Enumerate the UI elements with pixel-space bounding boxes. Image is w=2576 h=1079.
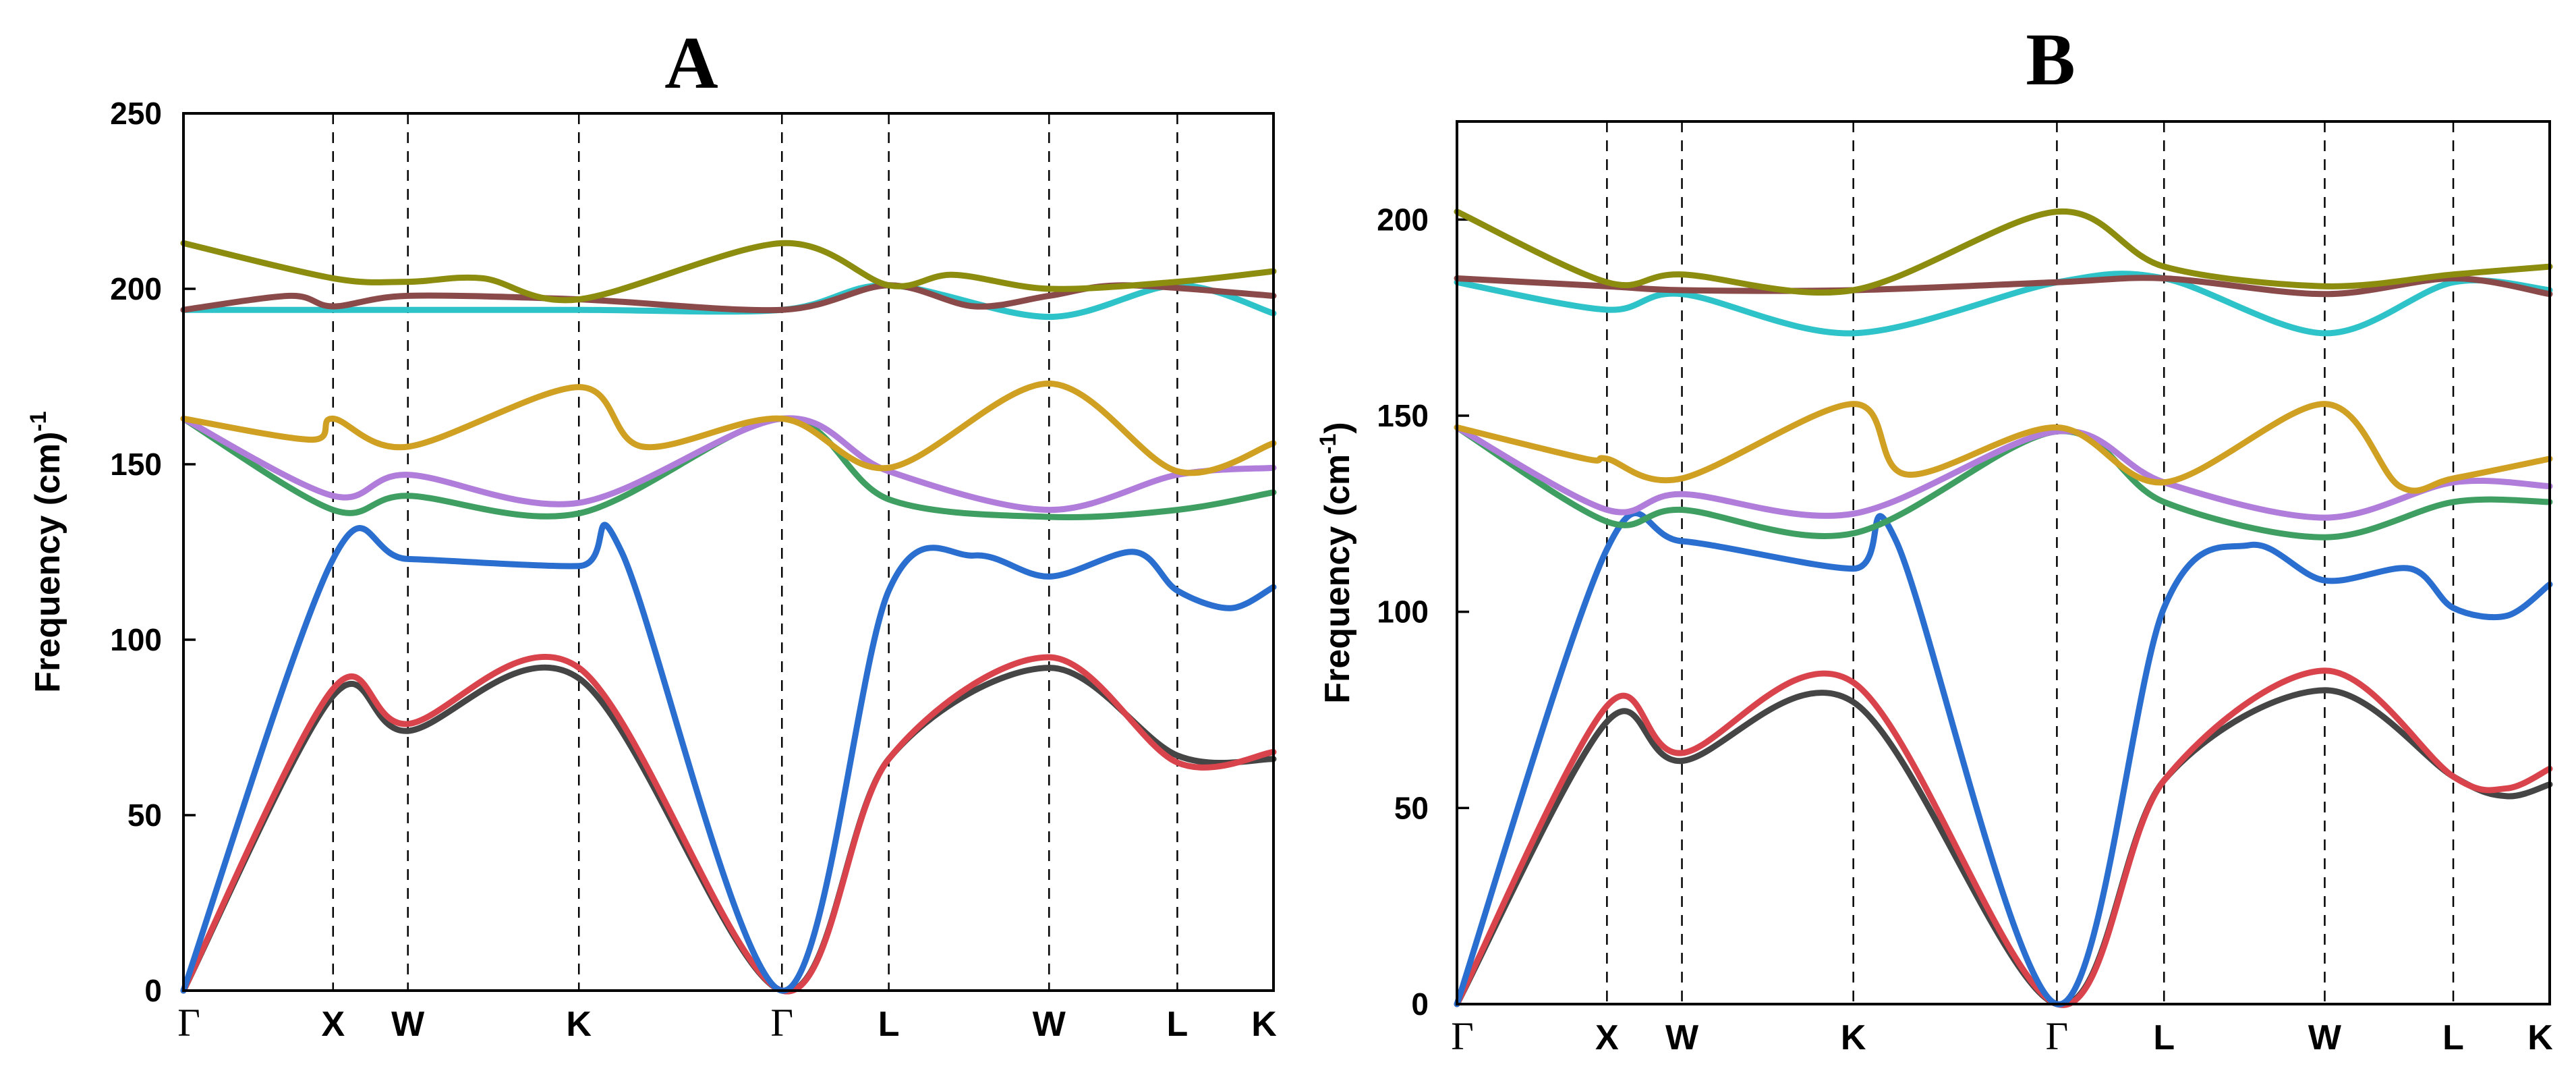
y-tick-label: 150 [110,447,162,482]
x-tick-label: X [321,1005,345,1044]
series-line-o2-purple [1454,424,2553,521]
x-tick-label: L [1167,1005,1189,1044]
y-tick-label: 100 [1377,594,1429,630]
x-tick-label: W [2308,1018,2342,1057]
panel-b: B Frequency (cm-1) Γ X W K Γ L W L K 0 50 100 150 200 [1315,18,2553,1058]
series-line-o3-gold [180,380,1277,476]
series-line-o2-purple [180,415,1277,514]
y-tick-label: 200 [1377,202,1429,237]
x-tick-label: Γ [177,1001,200,1045]
y-axis-label: Frequency (cm)-1 [26,411,67,692]
x-tick-label: Γ [1451,1014,1474,1058]
y-tick-label: 150 [1377,398,1429,433]
y-tick-label: 250 [110,96,162,131]
x-tick-label: L [2442,1018,2464,1057]
x-tick-label: W [1033,1005,1066,1044]
plot-frame [1456,120,2551,1005]
x-tick-label: L [878,1005,900,1044]
series-line-o5-maroon [1454,275,2553,298]
panel-a: A Frequency (cm)-1 Γ X W K Γ L W L K 0 50 100 150 200 25… [26,22,1277,1045]
series-line-o6-olive [1454,209,2553,296]
series-line-la-blue [180,522,1277,994]
x-tick-label: K [2527,1018,2553,1057]
series-line-ta2-red [180,654,1277,995]
y-tick-label: 0 [144,973,162,1008]
y-axis-label: Frequency (cm-1) [1315,422,1357,703]
series-line-o1-green [180,415,1277,521]
x-tick-label: Γ [2046,1014,2069,1058]
chart-title: B [2026,18,2075,101]
x-tick-label: W [391,1005,425,1044]
y-tick-label: 200 [110,271,162,306]
x-tick-label: K [566,1005,592,1044]
x-tick-label: L [2153,1018,2175,1057]
x-tick-label: K [1251,1005,1277,1044]
series-line-o3-gold [1454,401,2553,494]
y-tick-label: 50 [1394,790,1429,825]
x-tick-label: K [1841,1018,1866,1057]
series-line-ta1-black [1454,687,2553,1008]
y-tick-label: 50 [127,798,162,833]
y-tick-label: 0 [1411,987,1429,1022]
x-tick-label: X [1595,1018,1619,1057]
y-tick-label: 100 [110,622,162,657]
x-tick-label: W [1665,1018,1699,1057]
series-line-o6-olive [180,240,1277,304]
plot-frame [182,112,1275,992]
series-line-ta1-black [180,664,1277,995]
series-line-la-blue [1454,510,2553,1007]
chart-title: A [664,22,718,104]
x-tick-label: Γ [770,1001,793,1045]
